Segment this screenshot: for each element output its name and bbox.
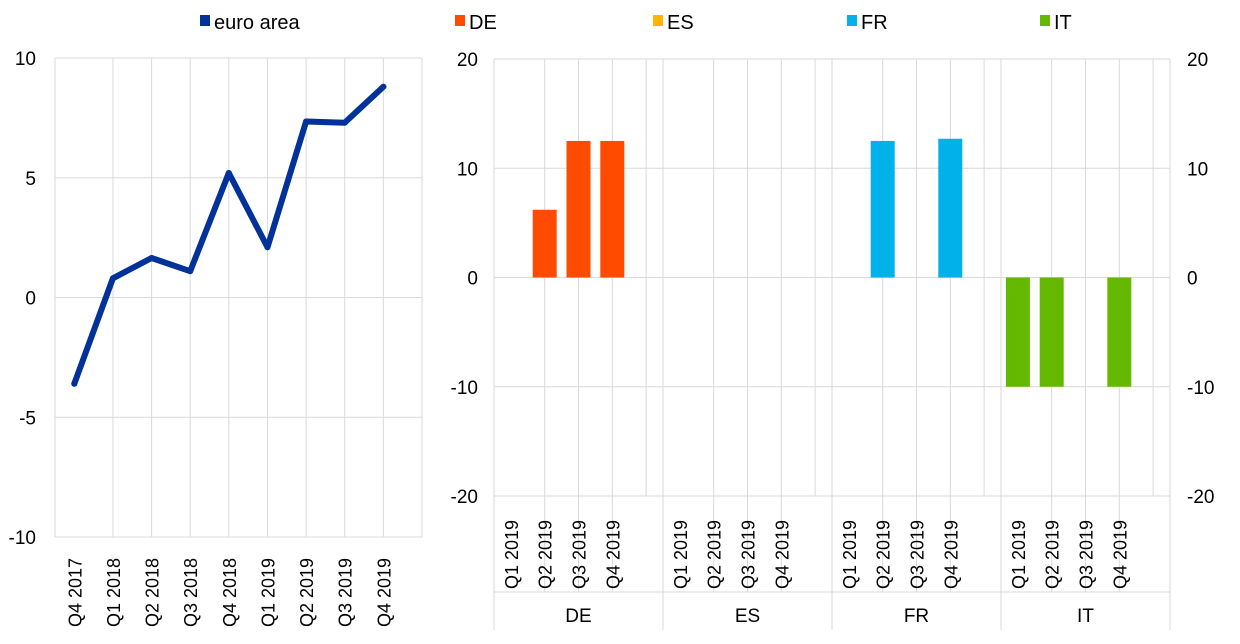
legend-swatch-2 [653,15,663,26]
left-x-tick-2: Q2 2018 [143,558,163,627]
legend-label-3: FR [861,12,888,34]
left-x-tick-8: Q4 2019 [374,558,394,627]
left-y-tick-0: 10 [15,49,36,70]
bar-de-3 [600,140,625,278]
left-y-tick-2: 0 [25,289,36,310]
right-x-tick-it-0: Q1 2019 [1009,520,1029,589]
legend-swatch-1 [455,15,465,26]
right-x-tick-it-3: Q4 2019 [1110,520,1130,589]
left-y-tick-4: -10 [9,528,36,549]
right-x-tick-de-3: Q4 2019 [603,520,623,589]
right-x-tick-de-0: Q1 2019 [502,520,522,589]
series-point-0-1 [109,275,116,282]
left-x-tick-1: Q1 2018 [104,558,124,627]
legend-swatch-4 [1040,15,1050,26]
bar-fr-1 [870,140,895,278]
right-x-tick-es-1: Q2 2019 [705,520,725,589]
left-x-tick-4: Q4 2018 [220,558,240,627]
right-x-tick-es-2: Q3 2019 [739,520,759,589]
left-x-tick-6: Q2 2019 [297,558,317,627]
bar-it-3 [1107,277,1132,387]
series-point-0-6 [303,118,310,125]
legend-swatch-0 [200,15,210,26]
right-x-tick-fr-3: Q4 2019 [941,520,961,589]
right-y-tick-right-0: 20 [1187,50,1208,71]
left-x-tick-3: Q3 2018 [181,558,201,627]
right-y-tick-left-4: -20 [451,487,478,508]
series-point-0-7 [341,119,348,126]
series-point-0-3 [187,268,194,275]
right-x-tick-es-0: Q1 2019 [671,520,691,589]
right-x-tick-it-2: Q3 2019 [1077,520,1097,589]
right-x-tick-it-1: Q2 2019 [1043,520,1063,589]
right-x-tick-de-2: Q3 2019 [570,520,590,589]
bar-de-2 [566,140,591,278]
right-x-tick-de-1: Q2 2019 [536,520,556,589]
group-label-fr: FR [904,606,929,627]
left-y-tick-1: 5 [25,169,36,190]
left-x-tick-0: Q4 2017 [65,558,85,627]
series-point-0-8 [380,83,387,90]
legend-label-4: IT [1054,12,1072,34]
series-point-0-5 [264,244,271,251]
left-y-tick-3: -5 [19,408,36,429]
left-x-tick-5: Q1 2019 [258,558,278,627]
left-x-tick-7: Q3 2019 [336,558,356,627]
euro-area-line-chart: 10 5 0 -5 -10 Q4 2017 Q1 2018 Q2 2018 Q3 2018 Q4 … [9,49,423,627]
right-y-tick-left-3: -10 [451,378,478,399]
legend-label-1: DE [469,12,497,34]
group-label-it: IT [1077,606,1094,627]
series-point-0-4 [225,169,232,176]
right-y-tick-right-2: 0 [1187,269,1198,290]
series-point-0-2 [148,254,155,261]
bar-de-1 [532,209,557,278]
right-x-tick-es-3: Q4 2019 [772,520,792,589]
right-y-tick-left-0: 20 [457,50,478,71]
group-label-de: DE [565,606,591,627]
bar-it-0 [1005,277,1030,387]
legend-label-2: ES [667,12,694,34]
bar-fr-3 [938,138,963,278]
right-x-tick-fr-1: Q2 2019 [874,520,894,589]
right-y-tick-left-2: 0 [467,269,478,290]
legend-label-0: euro area [214,12,300,34]
right-y-tick-right-3: -10 [1187,378,1214,399]
right-x-tick-fr-2: Q3 2019 [908,520,928,589]
legend-swatch-3 [847,15,857,26]
country-bar-chart: 20 20 10 10 0 0 -10 -10 -20 -20 Q1 2019 Q2 2019 Q3 2… [451,50,1214,630]
group-label-es: ES [735,606,760,627]
bar-it-1 [1039,277,1064,387]
right-y-tick-right-1: 10 [1187,159,1208,180]
legend: euro area DE ES FR IT [200,12,1072,34]
right-y-tick-right-4: -20 [1187,487,1214,508]
right-x-tick-fr-0: Q1 2019 [840,520,860,589]
series-point-0-0 [71,380,78,387]
right-y-tick-left-1: 10 [457,159,478,180]
